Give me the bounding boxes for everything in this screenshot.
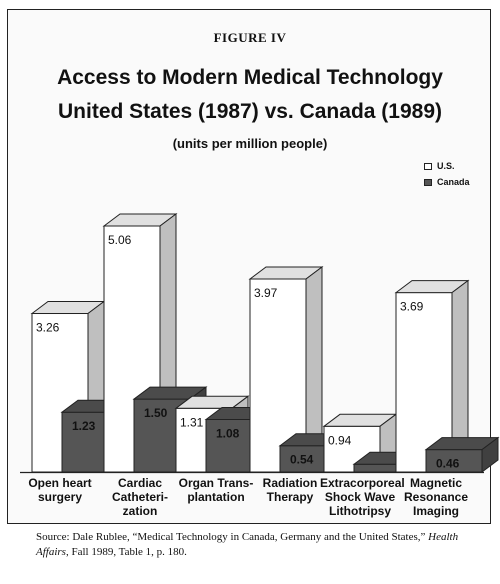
category-label-1: Cardiac Catheteri- zation — [111, 476, 168, 518]
canada-value-label-5: 0.46 — [436, 457, 460, 471]
canada-bar-5-side — [481, 436, 499, 473]
us-value-label-0: 3.26 — [36, 321, 60, 335]
legend-label-us: U.S. — [437, 161, 455, 171]
us-bar-1-front — [103, 225, 161, 473]
category-label-5: Magnetic Resonance Imaging — [403, 476, 469, 518]
category-label-3: Radiation Therapy — [262, 476, 318, 504]
canada-value-label-1: 1.50 — [144, 406, 168, 420]
us-value-label-5: 3.69 — [400, 300, 424, 314]
source-text: Source: Dale Rublee, “Medical Technology… — [36, 531, 429, 543]
canada-value-label-2: 1.08 — [216, 426, 240, 440]
chart-subtitle: (units per million people) — [172, 136, 328, 151]
category-label-0: Open heart surgery — [28, 476, 92, 504]
category-label-4: Extracorporeal Shock Wave Lithotripsy — [320, 476, 405, 518]
canada-value-label-3: 0.54 — [290, 453, 314, 467]
source-journal: Health Affairs — [36, 531, 459, 558]
figure-label: FIGURE IV — [213, 30, 287, 45]
source-note: Source: Dale Rublee, “Medical Technology… — [36, 530, 476, 560]
chart-title-line1: Access to Modern Medical Technology — [57, 66, 443, 89]
legend-swatch-canada — [424, 178, 432, 186]
legend-swatch-us — [424, 162, 432, 170]
canada-value-label-0: 1.23 — [72, 419, 96, 433]
legend-label-canada: Canada — [437, 177, 470, 187]
category-label-2: Organ Trans- plantation — [178, 476, 254, 504]
legend: U.S. Canada — [424, 158, 470, 190]
source-rest: , Fall 1989, Table 1, p. 180. — [65, 546, 187, 558]
chart-title-line2: United States (1987) vs. Canada (1989) — [58, 100, 442, 123]
us-value-label-2: 1.31 — [180, 415, 204, 429]
us-value-label-1: 5.06 — [108, 233, 132, 247]
us-value-label-3: 3.97 — [254, 286, 278, 300]
us-value-label-4: 0.94 — [328, 433, 352, 447]
legend-item-canada: Canada — [424, 174, 470, 190]
legend-item-us: U.S. — [424, 158, 470, 174]
